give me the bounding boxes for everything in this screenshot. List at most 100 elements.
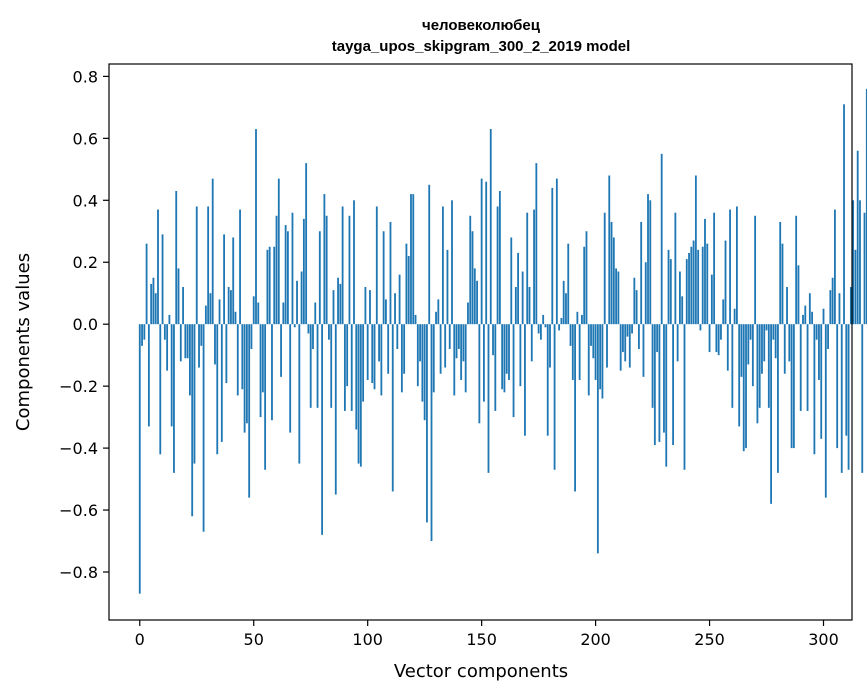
bar: [230, 290, 232, 325]
bar: [239, 209, 241, 325]
bar: [316, 324, 319, 408]
bar: [754, 215, 757, 325]
bar: [731, 324, 734, 408]
bar: [378, 324, 380, 362]
bar: [528, 287, 531, 325]
bar: [688, 252, 690, 325]
bar: [854, 249, 857, 325]
bar: [362, 324, 365, 402]
bar: [261, 324, 264, 393]
y-tick-label: −0.8: [59, 563, 98, 582]
bar: [439, 324, 442, 374]
bar: [533, 209, 535, 325]
bar: [660, 153, 663, 325]
bar: [681, 296, 684, 325]
bar: [818, 324, 820, 380]
bar: [250, 324, 253, 349]
bar: [271, 324, 273, 421]
bar: [640, 221, 643, 325]
bar: [722, 299, 725, 325]
bar: [307, 324, 310, 334]
x-axis-ticks: 0 50 100 150 200 250 300: [135, 620, 839, 649]
bar: [298, 324, 301, 464]
bar: [704, 218, 706, 325]
bar: [590, 324, 592, 346]
chart-title: человеколюбец: [422, 17, 541, 34]
bar: [405, 243, 408, 325]
bar: [189, 324, 191, 396]
bar: [797, 265, 800, 325]
bar: [824, 324, 827, 498]
bar: [355, 324, 358, 430]
bar: [758, 324, 761, 408]
bar: [161, 234, 164, 325]
bar: [558, 324, 561, 331]
bar: [765, 324, 768, 331]
bar: [783, 324, 786, 374]
bar: [781, 243, 784, 325]
bar: [733, 308, 736, 325]
bar: [198, 324, 200, 368]
bar: [592, 324, 595, 359]
bar: [300, 271, 303, 325]
bar: [264, 324, 267, 470]
bar: [642, 324, 645, 377]
bar: [542, 314, 545, 325]
bar: [813, 324, 816, 455]
bar: [469, 215, 472, 325]
bar: [672, 324, 674, 445]
bar: [786, 287, 788, 325]
bar: [302, 218, 305, 325]
bar: [296, 280, 298, 325]
bar: [464, 324, 467, 393]
x-axis-label: Vector components: [394, 661, 568, 682]
bar: [524, 324, 526, 436]
bar: [679, 271, 681, 325]
bar: [287, 231, 289, 325]
bar: [669, 259, 672, 325]
bar: [658, 324, 661, 442]
bar: [720, 324, 722, 340]
bar: [631, 324, 633, 334]
bar: [644, 262, 647, 325]
bar: [537, 324, 540, 334]
bar: [519, 324, 522, 387]
bar: [560, 317, 563, 325]
bar: [232, 237, 235, 325]
bar: [451, 200, 453, 325]
bar: [581, 314, 583, 325]
bar: [291, 212, 294, 325]
bar: [293, 324, 296, 328]
bar: [211, 178, 214, 325]
bar: [350, 324, 353, 411]
bar: [175, 191, 178, 325]
bar: [166, 324, 169, 371]
bar: [455, 324, 458, 359]
bar: [838, 293, 841, 325]
bar: [503, 324, 506, 393]
bar: [476, 280, 478, 325]
bar: [268, 246, 271, 325]
bar: [426, 324, 428, 523]
bar: [553, 324, 556, 470]
bar: [715, 324, 718, 353]
bar: [173, 324, 175, 473]
bar: [209, 293, 212, 325]
bar: [328, 324, 330, 340]
bar: [330, 324, 333, 408]
y-tick-label: −0.4: [59, 439, 98, 458]
bar: [394, 293, 396, 325]
bar: [421, 324, 424, 402]
bar: [243, 324, 246, 433]
bar: [685, 259, 688, 325]
bar: [428, 184, 431, 325]
bar: [822, 308, 825, 325]
bar: [808, 293, 811, 325]
bar: [749, 324, 752, 340]
bar: [585, 231, 588, 325]
bar: [398, 274, 401, 325]
bar: [492, 324, 494, 356]
bar: [236, 324, 239, 396]
bar: [761, 324, 763, 374]
bar: [565, 293, 567, 325]
